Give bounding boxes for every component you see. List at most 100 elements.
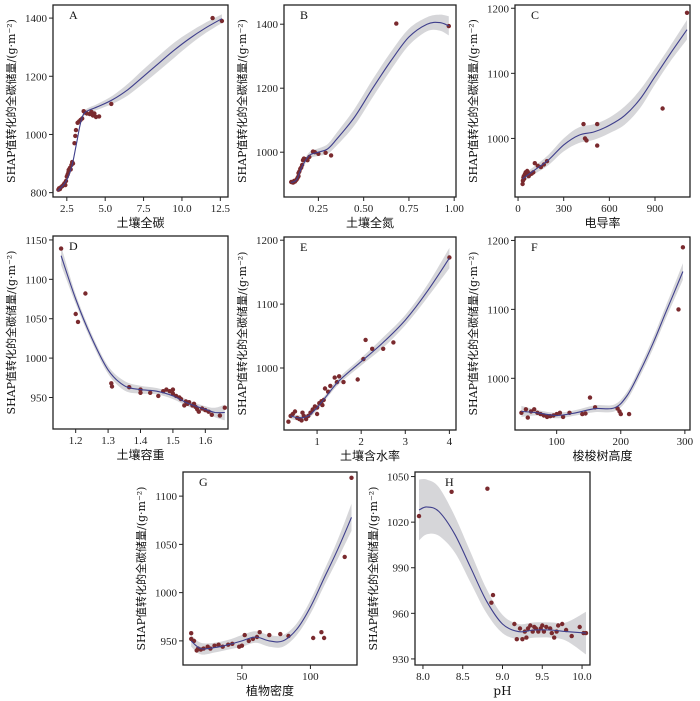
data-point xyxy=(557,410,563,415)
confidence-band xyxy=(61,246,225,421)
data-point xyxy=(541,162,547,167)
x-tick-label: 0.50 xyxy=(354,203,374,215)
data-point xyxy=(517,626,523,631)
data-point xyxy=(109,384,115,389)
x-tick-label: 900 xyxy=(647,203,664,215)
data-point xyxy=(541,629,547,634)
data-point xyxy=(528,623,533,628)
plot-frame xyxy=(182,471,358,666)
data-point xyxy=(552,635,557,640)
x-tick-label: 2.5 xyxy=(60,203,74,215)
data-point xyxy=(618,411,623,417)
y-tick-label: 800 xyxy=(31,188,48,200)
data-point xyxy=(314,411,320,417)
data-point xyxy=(242,632,247,638)
data-point xyxy=(138,390,143,395)
data-point xyxy=(583,411,588,416)
y-tick-label: 1000 xyxy=(256,363,279,375)
confidence-band xyxy=(521,263,683,419)
y-tick-label: 1100 xyxy=(256,299,278,311)
data-point xyxy=(96,114,102,119)
x-tick-label: 50 xyxy=(236,671,248,683)
data-point xyxy=(560,414,566,420)
data-point xyxy=(83,291,88,296)
plot-frame xyxy=(283,236,457,431)
panel-h: 8.0 8.5 9.0 9.5 10.0 930 960 990 1020 1050 pH SHAP值… xyxy=(366,471,592,698)
x-axis-title: 电导率 xyxy=(584,215,620,230)
plot-frame xyxy=(52,4,229,198)
data-point xyxy=(676,307,681,312)
data-point xyxy=(92,111,97,116)
x-axis-title: 土壤容重 xyxy=(116,447,164,462)
data-point xyxy=(449,489,454,494)
data-point xyxy=(660,106,665,111)
data-point xyxy=(299,418,304,423)
panel-a: 2.5 5.0 7.5 10.0 12.5 800 1000 1200 1400 土壤全碳 SHAP… xyxy=(4,4,230,230)
y-tick-label: 1000 xyxy=(25,353,48,365)
data-point xyxy=(512,621,517,627)
data-point xyxy=(595,121,600,127)
y-tick-label: 1050 xyxy=(155,539,178,551)
data-point xyxy=(584,138,589,143)
data-point xyxy=(328,153,334,158)
panel-label: B xyxy=(300,8,308,22)
data-point xyxy=(489,600,494,605)
data-point xyxy=(257,630,262,635)
panel-label: G xyxy=(199,475,208,489)
panel-label: C xyxy=(531,8,539,22)
data-point xyxy=(342,554,347,560)
panel-e: 1 2 3 4 1000 1100 1200 土壤含水率 SHAP值转化的全碳储量/(g·m⁻²… xyxy=(235,235,457,463)
plot-area xyxy=(520,10,690,187)
y-tick-label: 1200 xyxy=(487,235,510,247)
data-point xyxy=(196,409,201,414)
x-tick-label: 4 xyxy=(447,436,453,448)
data-point xyxy=(485,486,490,491)
y-tick-label: 1050 xyxy=(25,314,48,326)
x-tick-label: 9.5 xyxy=(535,671,549,683)
y-axis-title: SHAP值转化的全碳储量/(g·m⁻²) xyxy=(4,251,18,415)
plot-frame xyxy=(514,236,691,431)
confidence-band xyxy=(291,14,449,185)
data-point xyxy=(523,407,529,412)
smooth-line xyxy=(60,255,225,414)
x-tick-label: 1.3 xyxy=(101,435,115,447)
data-point xyxy=(109,101,114,107)
data-point xyxy=(595,143,600,148)
data-point xyxy=(680,245,686,250)
y-tick-label: 1150 xyxy=(25,235,47,247)
data-point xyxy=(278,631,283,637)
data-point xyxy=(370,346,375,351)
x-tick-label: 1.2 xyxy=(69,435,83,447)
y-tick-label: 1000 xyxy=(25,129,48,141)
y-tick-label: 1100 xyxy=(155,491,177,503)
data-point xyxy=(311,635,316,641)
x-tick-label: 1.5 xyxy=(166,435,180,447)
y-tick-label: 950 xyxy=(161,636,178,648)
y-tick-label: 1200 xyxy=(256,83,279,95)
x-tick-label: 7.5 xyxy=(137,203,151,215)
data-point xyxy=(73,133,78,139)
panel-label: A xyxy=(69,8,78,22)
plot-area xyxy=(58,246,227,421)
data-point xyxy=(525,626,531,631)
data-point xyxy=(156,393,161,399)
confidence-band xyxy=(191,503,352,655)
panel-label: E xyxy=(300,240,307,254)
data-point xyxy=(549,630,554,636)
y-tick-label: 1000 xyxy=(487,133,510,145)
data-point xyxy=(381,346,386,351)
data-point xyxy=(319,630,324,635)
panel-label: D xyxy=(69,239,78,253)
data-point xyxy=(490,592,496,598)
data-point xyxy=(540,623,545,628)
smooth-line xyxy=(522,29,688,180)
data-point xyxy=(210,15,215,21)
x-tick-label: 200 xyxy=(613,436,630,448)
x-tick-label: 100 xyxy=(302,671,319,683)
panel-label: F xyxy=(531,240,538,254)
y-tick-label: 1100 xyxy=(487,304,509,316)
data-point xyxy=(577,624,582,630)
smooth-line xyxy=(290,257,450,419)
data-point xyxy=(349,475,354,480)
x-tick-label: 10.0 xyxy=(572,671,592,683)
